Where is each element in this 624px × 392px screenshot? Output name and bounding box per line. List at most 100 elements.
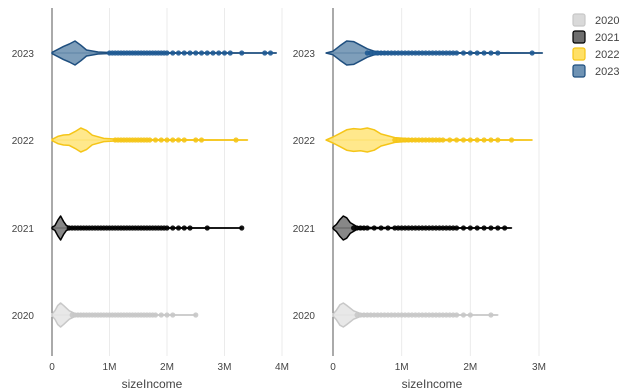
x-axis-label: sizeIncome: [402, 377, 463, 391]
outlier-point: [233, 137, 239, 143]
outlier-point: [170, 312, 176, 318]
outlier-point: [481, 137, 487, 143]
outlier-point: [181, 50, 187, 56]
outlier-point: [170, 50, 176, 56]
outlier-point: [175, 225, 182, 231]
outlier-point: [181, 225, 187, 231]
outlier-point: [385, 225, 391, 231]
outlier-point: [378, 225, 384, 231]
violin-2020: [332, 302, 499, 328]
outlier-point: [481, 50, 487, 56]
x-tick-label: 0: [330, 362, 336, 373]
outlier-point: [170, 137, 176, 143]
panel-left: 2020 2021 2022 2023 0 1M 2M 3M 4M sizeIncome: [12, 8, 289, 391]
outlier-point: [371, 225, 377, 231]
outlier-point: [193, 50, 199, 56]
outlier-point: [454, 137, 460, 143]
outlier-point: [193, 137, 199, 143]
outlier-point: [152, 312, 159, 318]
outlier-point: [164, 312, 170, 318]
violin-2021: [332, 215, 513, 241]
legend-swatch[interactable]: [572, 64, 586, 78]
outlier-point: [164, 225, 170, 231]
outlier-point: [170, 225, 176, 231]
outlier-point: [481, 225, 487, 231]
outlier-point: [147, 137, 153, 143]
outlier-point: [239, 225, 245, 231]
outlier-point: [460, 50, 467, 56]
outlier-point: [210, 50, 216, 56]
outlier-point: [164, 137, 170, 143]
outlier-point: [454, 50, 460, 56]
legend-label[interactable]: 2023: [595, 66, 619, 78]
y-tick-label: 2022: [293, 136, 316, 147]
outlier-point: [164, 50, 170, 56]
outlier-point: [364, 225, 370, 231]
outlier-point: [488, 312, 494, 318]
outlier-point: [474, 225, 480, 231]
y-tick-label: 2022: [12, 136, 35, 147]
legend-swatch[interactable]: [572, 30, 586, 44]
outlier-point: [152, 137, 159, 143]
x-tick-label: 1M: [103, 362, 117, 373]
outlier-point: [502, 225, 508, 231]
outlier-point: [158, 137, 164, 143]
legend-swatch[interactable]: [572, 47, 586, 61]
outlier-point: [158, 312, 164, 318]
outlier-point: [267, 50, 274, 56]
outlier-point: [488, 50, 494, 56]
outlier-point: [175, 50, 182, 56]
legend-label[interactable]: 2021: [595, 32, 619, 44]
x-tick-label: 2M: [160, 362, 174, 373]
outlier-point: [529, 50, 535, 56]
outlier-point: [187, 225, 193, 231]
outlier-point: [181, 137, 187, 143]
violin-2021: [51, 215, 245, 241]
outlier-point: [508, 137, 515, 143]
x-tick-label: 1M: [395, 362, 409, 373]
outlier-point: [460, 312, 467, 318]
outlier-point: [495, 50, 501, 56]
x-tick-label: 2M: [463, 362, 477, 373]
outlier-point: [495, 137, 501, 143]
outlier-point: [187, 50, 193, 56]
outlier-point: [198, 137, 205, 143]
outlier-point: [467, 312, 473, 318]
outlier-point: [227, 50, 233, 56]
panel-right: 2020 2021 2022 2023 0 1M 2M 3M sizeIncome: [293, 8, 546, 391]
outlier-point: [216, 50, 222, 56]
outlier-point: [460, 137, 467, 143]
outlier-point: [454, 225, 460, 231]
outlier-point: [488, 225, 494, 231]
outlier-point: [474, 137, 480, 143]
outlier-point: [175, 137, 182, 143]
x-tick-label: 4M: [275, 362, 289, 373]
violin-2022: [325, 127, 533, 153]
outlier-point: [467, 225, 473, 231]
outlier-point: [193, 312, 199, 318]
y-tick-label: 2021: [12, 224, 35, 235]
outlier-point: [495, 225, 501, 231]
outlier-point: [198, 50, 205, 56]
violin-2020: [51, 302, 199, 328]
y-tick-label: 2021: [293, 224, 316, 235]
legend-label[interactable]: 2020: [595, 15, 619, 27]
legend-swatch[interactable]: [572, 13, 586, 27]
outlier-point: [204, 50, 210, 56]
y-tick-label: 2020: [293, 311, 316, 322]
violin-2023: [325, 40, 544, 66]
outlier-point: [239, 50, 245, 56]
violin-2022: [51, 127, 249, 153]
outlier-point: [467, 50, 473, 56]
x-tick-label: 0: [49, 362, 55, 373]
legend-label[interactable]: 2022: [595, 49, 619, 61]
outlier-point: [454, 312, 460, 318]
outlier-point: [440, 137, 446, 143]
violin-2023: [51, 40, 278, 66]
outlier-point: [204, 225, 210, 231]
outlier-point: [467, 137, 473, 143]
legend: 2020 2021 2022 2023: [572, 13, 619, 78]
outlier-point: [474, 50, 480, 56]
x-tick-label: 3M: [532, 362, 546, 373]
